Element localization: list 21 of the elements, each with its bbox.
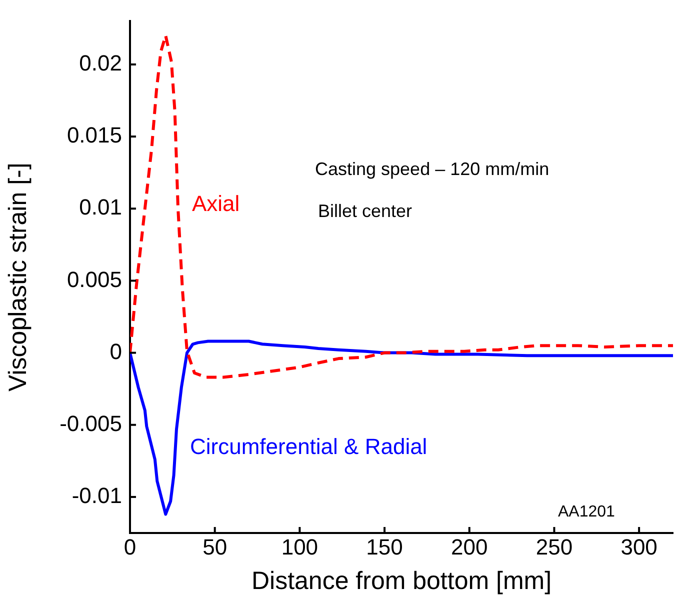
annotation: Casting speed – 120 mm/min [315, 158, 550, 179]
x-tick-label: 200 [451, 534, 488, 560]
x-tick-label: 300 [620, 534, 658, 560]
annotation: Billet center [318, 200, 412, 221]
y-tick-label: 0.01 [79, 194, 122, 220]
y-tick-label: 0.015 [66, 122, 122, 148]
annotation: AA1201 [558, 503, 616, 520]
y-tick-label: -0.01 [72, 483, 122, 508]
x-tick-label: 150 [366, 534, 403, 560]
x-tick-label: 50 [202, 534, 228, 560]
y-tick-label: 0.005 [66, 266, 122, 292]
y-axis-title: Viscoplastic strain [-] [4, 162, 32, 392]
x-axis-title: Distance from bottom [mm] [251, 566, 552, 595]
y-tick-label: 0.02 [79, 50, 122, 76]
y-tick-label: -0.005 [60, 410, 122, 436]
line-series [130, 34, 673, 379]
series-label: Axial [192, 191, 240, 216]
x-tick-label: 100 [281, 534, 318, 560]
x-tick-label: 250 [536, 534, 573, 560]
series-label: Circumferential & Radial [190, 434, 428, 460]
y-tick-label: 0 [110, 338, 122, 364]
